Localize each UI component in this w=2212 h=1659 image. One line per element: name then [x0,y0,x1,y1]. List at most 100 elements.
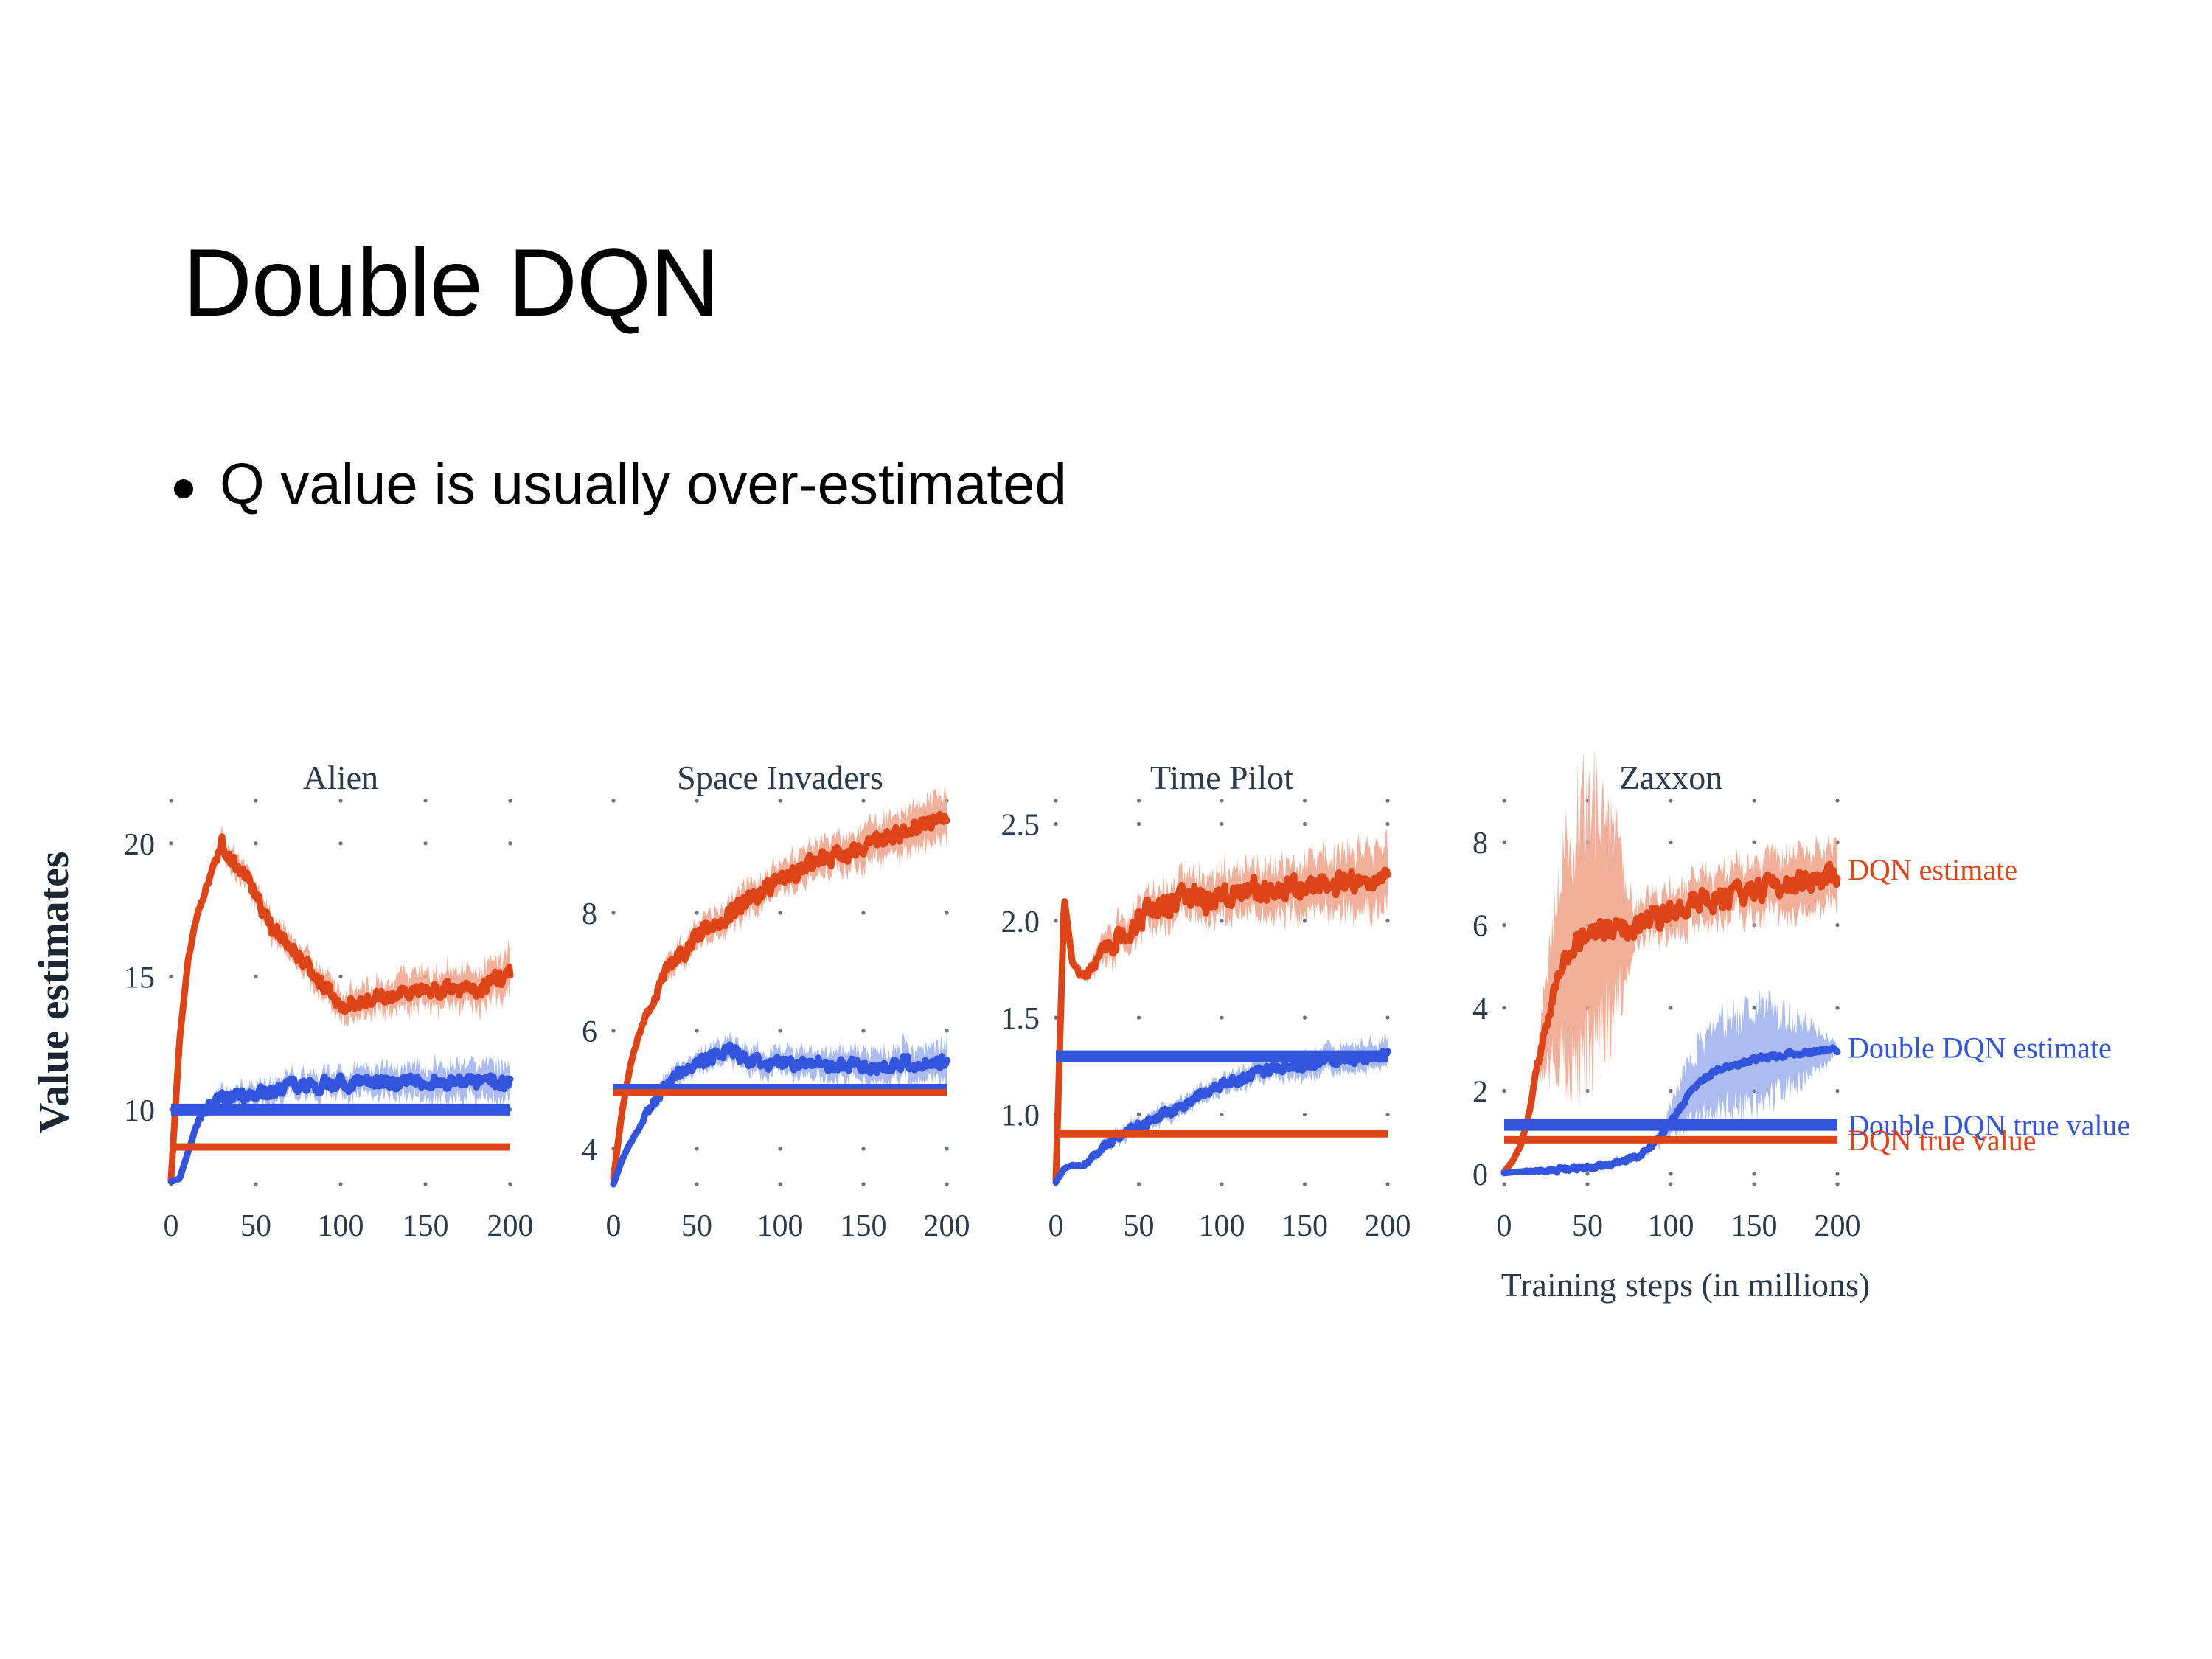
x-tick-label: 150 [403,1209,449,1243]
grid-dot [1502,923,1506,928]
legend-label-double-dqn-estimate: Double DQN estimate [1848,1031,2112,1064]
series-line-dqn-estimate [1500,860,1841,1175]
series-line-dqn-estimate [167,833,514,1183]
grid-dot [1302,1182,1307,1186]
x-tick-label: 200 [1815,1209,1861,1243]
x-tick-label: 100 [318,1209,364,1243]
grid-dot [1385,1112,1390,1117]
grid-dot [254,841,258,846]
grid-dot [1669,1006,1673,1010]
grid-dot [1054,799,1058,803]
panel-title: Space Invaders [677,759,883,796]
grid-dot [1220,821,1224,827]
grid-dot [1385,919,1390,923]
grid-dot [1669,1182,1673,1186]
y-tick-label: 0 [1472,1158,1488,1192]
bullet-list: Q value is usually over-estimated [174,451,1796,518]
y-tick-label: 6 [582,1015,597,1049]
grid-dot [1302,821,1307,827]
x-axis-label: Training steps (in millions) [1501,1266,1871,1304]
x-tick-label: 0 [1048,1209,1064,1243]
x-tick-label: 100 [1648,1209,1694,1243]
value-estimates-figure: Alien 10 15 20 0 50 100 150 200 Space Invaders 4 6 8… [0,752,2212,1401]
series-line-double-dqn-estimate [1052,1048,1391,1186]
confidence-band-double-dqn [1504,989,1837,1176]
y-tick-label: 6 [1472,910,1488,944]
grid-dot [169,841,173,846]
confidence-band-double-dqn [613,1030,947,1184]
y-tick-label: 15 [124,961,155,995]
grid-dot [254,799,258,803]
grid-dot [1054,919,1058,923]
grid-dot [1220,1015,1224,1020]
grid-dot [1669,1088,1673,1093]
grid-dot [338,841,343,846]
grid-dot [611,1029,616,1033]
grid-dot [508,1182,512,1186]
grid-dot [1136,1015,1141,1020]
grid-dot [778,911,782,915]
page-title: Double DQN [183,229,720,337]
grid-dot [1220,1182,1224,1186]
grid-dot [1302,1112,1307,1117]
grid-dot [1585,1182,1590,1186]
x-tick-label: 150 [1281,1209,1328,1243]
grid-dot [945,1029,949,1033]
chart-panel-space-invaders: Space Invaders 4 6 8 0 50 100 150 200 [582,759,970,1243]
grid-dot [338,799,343,803]
grid-dot [508,799,512,803]
grid-dot [1585,1088,1590,1093]
y-tick-label: 2.5 [1001,809,1040,843]
y-tick-label: 1.0 [1001,1099,1040,1133]
grid-dot [695,799,699,803]
grid-dot [254,1182,258,1186]
grid-dot [1669,799,1673,803]
grid-dot [1220,1112,1224,1117]
grid-dot [1502,1006,1506,1010]
grid-dot [1220,919,1224,923]
x-tick-label: 0 [1497,1209,1512,1243]
panel-title: Alien [303,759,378,796]
grid-dot [254,974,258,978]
grid-dot [695,1147,699,1151]
x-tick-label: 200 [924,1209,970,1243]
panel-title: Zaxxon [1619,759,1723,796]
panel-title: Time Pilot [1150,759,1293,796]
grid-dot [695,911,699,915]
grid-dot [1385,1015,1390,1020]
series-line-dqn-estimate [610,810,950,1182]
grid-dot [1136,799,1141,803]
grid-dot [508,841,512,846]
grid-dot [1302,1015,1307,1020]
grid-dot [861,1182,866,1186]
legend-label-dqn-estimate: DQN estimate [1848,853,2017,886]
grid-dot [1752,1182,1756,1186]
grid-dot [1752,799,1756,803]
grid-dot [1385,799,1390,803]
grid-dot [1669,840,1673,844]
series-line-double-dqn-estimate [610,1041,950,1188]
x-tick-label: 150 [1731,1209,1778,1243]
grid-dot [778,799,782,803]
grid-dot [423,841,428,846]
bullet-dot-icon [174,479,193,498]
grid-dot [778,1147,782,1151]
chart-panel-time-pilot: Time Pilot 1.0 1.5 2.0 2.5 0 50 100 150 200 [1001,759,1411,1243]
x-tick-label: 0 [606,1209,622,1243]
grid-dot [1752,840,1756,844]
grid-dot [1054,821,1058,827]
y-axis-label: Value estimates [29,852,77,1134]
series-line-dqn-estimate [1052,866,1391,1184]
grid-dot [1136,1112,1141,1117]
grid-dot [611,911,616,915]
grid-dot [945,1147,949,1151]
x-tick-label: 150 [841,1209,887,1243]
x-tick-label: 50 [240,1209,271,1243]
grid-dot [861,911,866,915]
x-tick-label: 0 [164,1209,179,1243]
grid-dot [1502,1182,1506,1186]
grid-dot [338,974,343,978]
x-tick-label: 200 [487,1209,534,1243]
grid-dot [1136,821,1141,827]
